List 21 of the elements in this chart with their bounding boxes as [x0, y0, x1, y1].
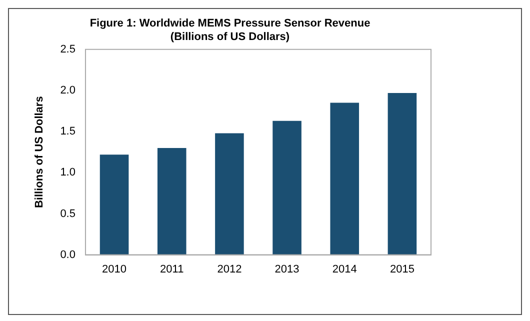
- x-tick-label: 2013: [274, 263, 300, 276]
- x-tick-label: 2010: [102, 263, 127, 276]
- bar: [272, 120, 302, 255]
- x-tick-label: 2011: [160, 263, 184, 276]
- chart-subtitle: (Billions of US Dollars): [170, 30, 290, 43]
- bar: [388, 92, 417, 255]
- y-tick-label: 1.5: [60, 126, 76, 138]
- y-tick-label: 1.0: [60, 166, 76, 179]
- y-tick-label: 0.0: [60, 248, 76, 261]
- y-tick-label: 2.5: [60, 43, 76, 56]
- x-tick-label: 2012: [217, 263, 242, 276]
- y-tick-label: 0.5: [60, 208, 76, 220]
- chart-title: Figure 1: Worldwide MEMS Pressure Sensor Revenue: [90, 18, 370, 30]
- y-tick-label: 2.0: [60, 84, 76, 97]
- x-tick-label: 2015: [390, 263, 414, 276]
- bar: [215, 133, 244, 255]
- bar: [100, 154, 129, 255]
- x-tick-label: 2014: [332, 263, 357, 276]
- bar: [157, 148, 186, 255]
- bar: [330, 102, 360, 255]
- y-axis-title: Billions of US Dollars: [34, 96, 46, 208]
